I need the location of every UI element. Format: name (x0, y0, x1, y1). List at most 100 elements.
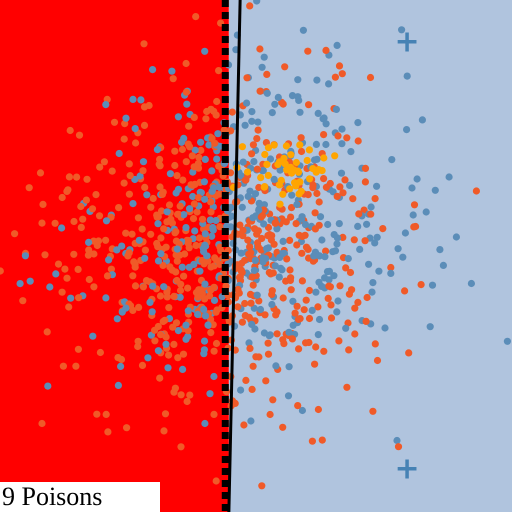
class-orange-point (156, 374, 164, 382)
target-gold-point (276, 200, 284, 208)
class-orange-point (247, 299, 255, 307)
class-orange-point (176, 286, 185, 295)
class-blue-point (294, 93, 302, 101)
class-orange-point (160, 225, 168, 233)
class-blue-point (375, 267, 383, 275)
class-orange-point (417, 281, 425, 289)
target-gold-point (280, 154, 288, 162)
class-orange-point (36, 169, 45, 177)
class-orange-point (324, 294, 332, 302)
class-orange-point (165, 201, 174, 209)
target-gold-point (257, 174, 265, 182)
class-orange-point (192, 241, 200, 250)
target-gold-point (281, 160, 289, 168)
target-gold-point (261, 150, 269, 159)
class-orange-point (236, 221, 244, 229)
class-blue-point (268, 300, 276, 309)
target-gold-point (270, 141, 278, 149)
class-blue-point (212, 216, 220, 225)
class-orange-point (254, 243, 262, 251)
class-blue-point (250, 158, 258, 166)
class-blue-point (403, 126, 411, 134)
class-blue-point (129, 95, 137, 103)
class-orange-point (75, 294, 83, 302)
class-orange-point (194, 293, 202, 301)
class-orange-point (92, 191, 100, 199)
class-orange-point (131, 260, 139, 268)
class-orange-point (297, 147, 306, 156)
class-blue-point (166, 170, 174, 178)
class-blue-point (227, 203, 235, 212)
class-orange-point (387, 263, 395, 272)
class-orange-point (192, 13, 200, 21)
class-orange-point (373, 356, 382, 365)
class-orange-point (367, 210, 375, 218)
target-gold-point (297, 187, 305, 195)
class-blue-point (154, 257, 163, 265)
class-orange-point (184, 239, 192, 247)
class-orange-point (85, 275, 93, 284)
class-orange-point (351, 330, 359, 338)
class-blue-point (408, 184, 416, 192)
annotation-box (0, 482, 160, 512)
class-orange-point (161, 410, 170, 418)
class-orange-point (125, 160, 133, 168)
data-points (0, 0, 511, 490)
class-blue-point (203, 252, 211, 260)
class-orange-point (405, 349, 413, 357)
class-orange-point (79, 215, 87, 223)
class-orange-point (360, 206, 368, 214)
class-orange-point (305, 286, 314, 295)
target-gold-point (318, 167, 326, 175)
class-orange-point (95, 212, 104, 220)
class-orange-point (266, 231, 274, 239)
class-orange-point (138, 225, 146, 233)
class-orange-point (194, 194, 203, 202)
class-blue-point (335, 220, 343, 228)
class-blue-point (162, 340, 170, 348)
class-orange-point (339, 233, 347, 241)
class-blue-point (272, 362, 280, 370)
class-orange-point (123, 424, 131, 432)
class-orange-point (401, 287, 409, 295)
class-blue-point (271, 262, 279, 270)
class-orange-point (63, 274, 71, 282)
class-orange-point (135, 303, 143, 311)
class-blue-point (201, 312, 210, 320)
class-orange-point (25, 184, 33, 192)
class-blue-point (320, 114, 328, 122)
class-blue-point (196, 267, 204, 275)
poison-markers: ++ (394, 24, 419, 486)
class-blue-point (422, 208, 430, 216)
poison-count-label: 9 Poisons (2, 482, 103, 511)
class-orange-point (228, 108, 236, 116)
class-blue-point (102, 101, 110, 109)
class-blue-point (258, 63, 266, 71)
class-blue-point (321, 253, 329, 261)
class-orange-point (246, 243, 254, 251)
class-blue-point (201, 155, 209, 163)
class-orange-point (255, 353, 263, 361)
class-orange-point (180, 272, 188, 280)
class-orange-point (287, 213, 295, 221)
class-orange-point (169, 75, 177, 83)
class-blue-point (185, 263, 193, 271)
class-orange-point (282, 218, 290, 226)
class-blue-point (16, 280, 24, 288)
class-orange-point (222, 282, 230, 290)
target-gold-point (238, 143, 246, 151)
class-blue-point (154, 220, 162, 228)
class-blue-point (255, 206, 263, 214)
class-orange-point (266, 410, 274, 419)
class-orange-point (122, 229, 130, 237)
target-gold-point (282, 142, 290, 150)
decision-boundaries (221, 0, 242, 512)
class-blue-point (204, 321, 212, 329)
class-blue-point (298, 215, 306, 223)
class-blue-point (149, 282, 157, 290)
class-orange-point (155, 160, 163, 168)
class-orange-point (279, 423, 287, 431)
class-blue-point (298, 406, 306, 415)
class-blue-point (268, 109, 276, 117)
class-orange-point (246, 344, 254, 352)
